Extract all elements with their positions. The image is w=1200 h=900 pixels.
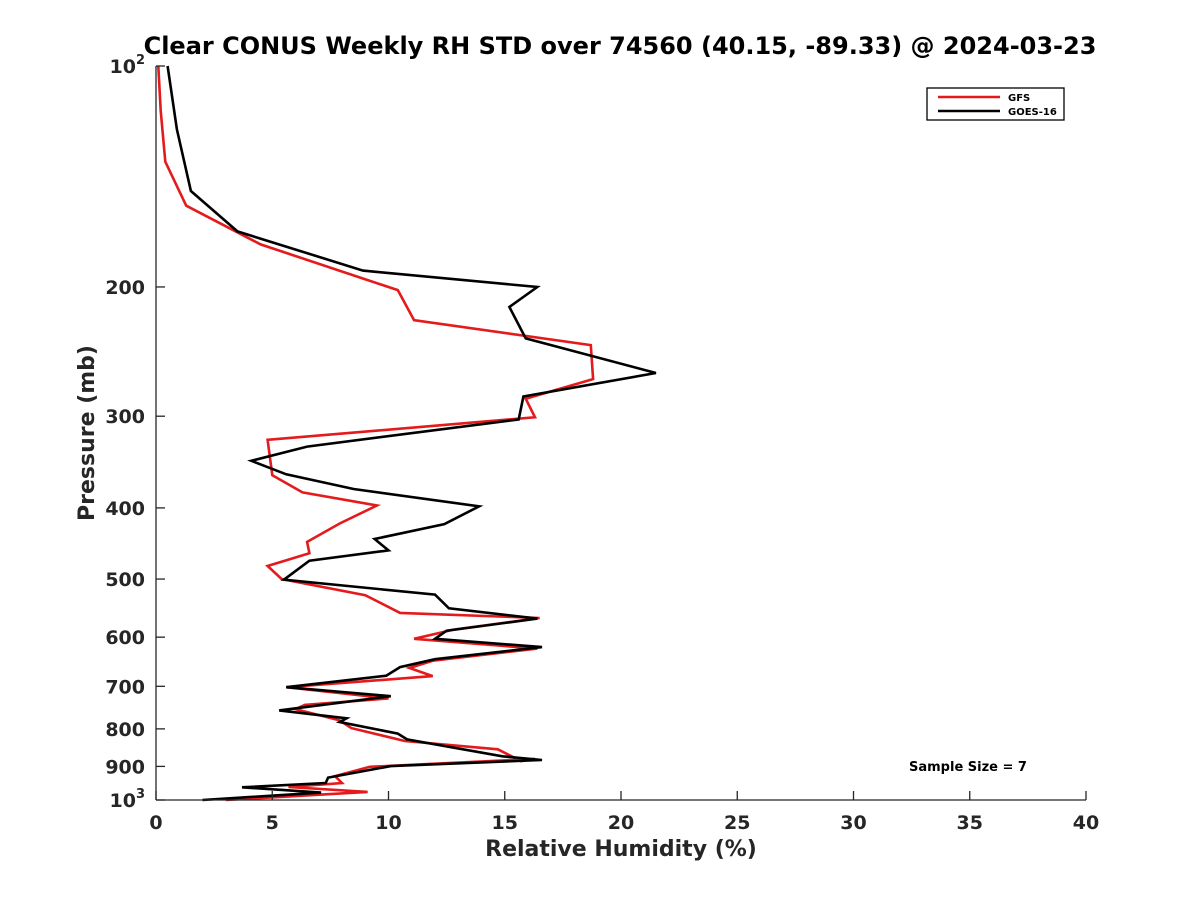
sample-size-annotation: Sample Size = 7 — [909, 760, 1027, 775]
y-tick-label: 300 — [105, 406, 145, 428]
x-tick-label: 35 — [957, 812, 983, 834]
x-ticks: 0 5 10 15 20 25 30 35 40 — [149, 791, 1099, 834]
x-axis-label: Relative Humidity (%) — [485, 837, 757, 862]
y-tick-label: 200 — [105, 277, 145, 299]
y-tick-label: 400 — [105, 498, 145, 520]
series-line-gfs — [157, 65, 595, 802]
y-axis-label: Pressure (mb) — [75, 345, 100, 521]
y-tick-label: 600 — [105, 627, 145, 649]
chart-title: Clear CONUS Weekly RH STD over 74560 (40… — [144, 32, 1097, 60]
y-tick-label: 900 — [105, 756, 145, 778]
x-tick-label: 5 — [266, 812, 279, 834]
axes — [155, 66, 1086, 801]
legend-box — [926, 87, 1065, 121]
series-layer — [157, 65, 657, 802]
x-tick-label: 15 — [492, 812, 518, 834]
y-ticks: 102 200 300 400 500 600 700 800 900 103 — [105, 53, 165, 812]
x-tick-label: 40 — [1073, 812, 1099, 834]
series-line-goes-16 — [166, 65, 657, 802]
x-tick-label: 25 — [724, 812, 750, 834]
x-tick-label: 20 — [608, 812, 634, 834]
y-tick-label: 800 — [105, 719, 145, 741]
y-tick-label: 103 — [110, 787, 146, 812]
legend: GFS GOES-16 — [926, 87, 1065, 121]
legend-label-goes-16: GOES-16 — [1008, 107, 1057, 118]
y-tick-label: 700 — [105, 676, 145, 698]
legend-label-gfs: GFS — [1008, 93, 1030, 104]
x-tick-label: 0 — [149, 812, 162, 834]
y-tick-label: 102 — [110, 53, 146, 78]
y-tick-label: 500 — [105, 569, 145, 591]
x-tick-label: 10 — [375, 812, 401, 834]
x-tick-label: 30 — [840, 812, 866, 834]
